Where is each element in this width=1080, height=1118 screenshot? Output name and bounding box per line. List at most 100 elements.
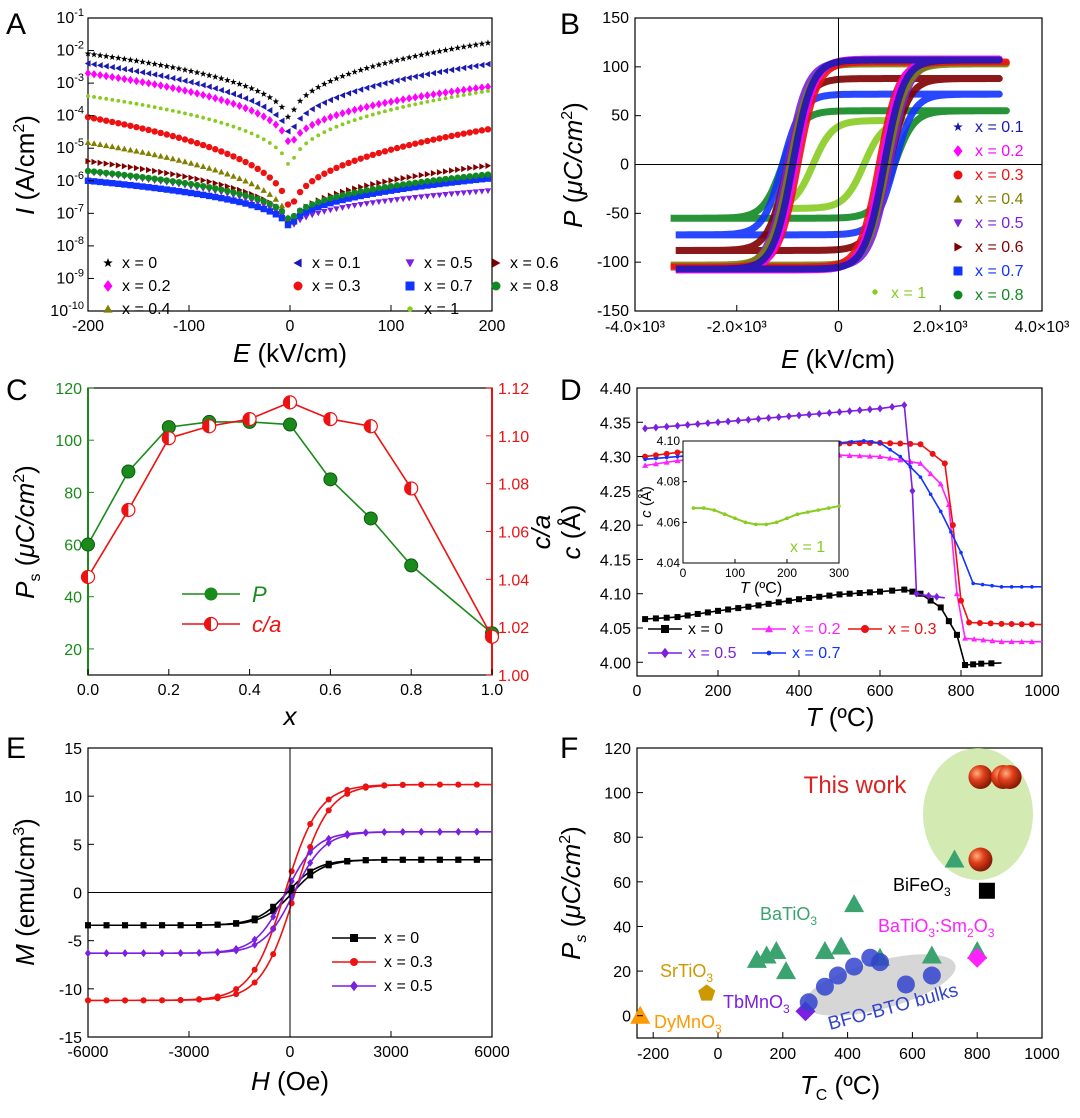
- panel-c-xtick-label: 0.4: [238, 682, 260, 699]
- panel-a-point: [357, 192, 364, 200]
- panel-d-point: [856, 406, 863, 415]
- panel-f-xtick-label: 600: [899, 1046, 926, 1063]
- panel-a-point: [152, 167, 158, 175]
- panel-a-point: [369, 62, 377, 70]
- panel-a-point: [224, 97, 231, 106]
- panel-a-point: [212, 179, 219, 187]
- panel-a-point: [302, 203, 310, 211]
- label-sub: 3: [715, 1022, 722, 1036]
- panel-d-legend-label: x = 0.5: [688, 645, 737, 662]
- panel-e-point: [418, 781, 425, 788]
- panel-a-legend-marker: [103, 280, 113, 292]
- panel-d-point: [929, 450, 936, 457]
- panel-a-point: [195, 114, 199, 119]
- panel-d-point: [704, 419, 711, 428]
- panel-d-point: [1028, 638, 1035, 645]
- panel-f-xtick-label: 200: [769, 1046, 796, 1063]
- panel-e-point: [233, 944, 240, 953]
- panel-a-point: [151, 184, 158, 192]
- panel-a-point: [357, 202, 364, 208]
- panel-a-point: [248, 97, 255, 105]
- panel-a-point: [327, 77, 334, 85]
- panel-a-point: [309, 212, 316, 219]
- panel-a-point: [448, 45, 455, 52]
- panel-a-point: [115, 64, 121, 72]
- panel-d-xtick-label: 0: [633, 683, 642, 700]
- label-main: O: [974, 916, 988, 936]
- panel-f-point: [844, 894, 865, 913]
- panel-a-point: [218, 181, 225, 188]
- panel-d-point: [937, 604, 944, 611]
- panel-a-point: [418, 139, 425, 146]
- panel-e-loop: [87, 831, 493, 954]
- panel-d-ytick-label: 4.40: [600, 381, 631, 398]
- panel-a-point: [442, 191, 449, 198]
- panel-d-point: [725, 417, 732, 426]
- panel-a-point: [224, 196, 231, 203]
- panel-a-point: [261, 137, 266, 142]
- panel-a-point: [340, 122, 345, 127]
- panel-f-data-marks: [630, 765, 1022, 1024]
- panel-a-point: [231, 124, 236, 129]
- panel-a-point: [127, 122, 134, 129]
- panel-a-point: [369, 186, 377, 193]
- panel-a-point: [102, 169, 110, 177]
- panel-a-point: [412, 183, 419, 191]
- panel-b-xtick-label: -2.0×10³: [707, 319, 768, 336]
- panel-d-inset-xtick-label: 200: [777, 566, 797, 580]
- panel-b-loop: [675, 56, 1003, 273]
- panel-f-ytick-label: 0: [622, 1009, 631, 1026]
- panel-a-point: [260, 169, 267, 177]
- panel-a-point: [218, 168, 225, 175]
- panel-a-legend-label: x = 0.6: [510, 255, 559, 272]
- panel-a-point: [473, 164, 480, 171]
- panel-a-point: [406, 173, 413, 181]
- panel-d-ytick-label: 4.05: [600, 621, 631, 638]
- panel-a-point: [486, 89, 490, 93]
- panel-d-xlabel: T (ºC): [806, 702, 875, 732]
- panel-e-loop: [87, 858, 493, 927]
- panel-e-point: [399, 827, 406, 836]
- panel-a-point: [102, 52, 110, 60]
- panel-a-point: [218, 186, 225, 193]
- panel-c-point-ca-half: [202, 419, 210, 433]
- panel-d-point: [990, 583, 994, 588]
- panel-d-point: [1028, 621, 1035, 628]
- label-main: BaTiO: [878, 916, 928, 936]
- panel-c-ytick-label: 20: [64, 642, 82, 659]
- panel-a-point: [121, 55, 128, 62]
- panel-b-legend-marker: [953, 219, 963, 228]
- panel-b-ytick-label: 100: [602, 59, 629, 76]
- panel-d-point: [970, 661, 977, 668]
- panel-a-point: [315, 174, 322, 181]
- panel-a-point: [224, 88, 230, 96]
- panel-d-point: [642, 616, 649, 623]
- panel-d-inset-point: [702, 506, 706, 510]
- panel-a-point: [419, 101, 424, 105]
- panel-c-point-ca-half: [404, 481, 412, 495]
- panel-a-point: [272, 111, 279, 119]
- panel-d-point: [1009, 585, 1014, 589]
- panel-d-point: [971, 581, 975, 586]
- panel-d-inset-point: [712, 508, 716, 512]
- panel-a-point: [290, 106, 298, 113]
- panel-a-point: [102, 117, 110, 124]
- panel-a-point: [395, 106, 399, 111]
- panel-c-xtick-label: 1.0: [481, 682, 503, 699]
- panel-c-legend-marker-half: [204, 617, 211, 631]
- panel-d-point: [694, 420, 701, 428]
- panel-b-loops: [670, 55, 1010, 274]
- panel-b-legend-marker: [872, 289, 878, 295]
- panel-a-point: [454, 178, 461, 186]
- panel-a-point: [345, 159, 352, 167]
- label-sub: 3: [783, 1002, 790, 1016]
- panel-e-legend-marker: [350, 958, 358, 966]
- panel-e-point: [307, 872, 314, 879]
- panel-e-point: [381, 828, 388, 836]
- panel-d-inset-point: [722, 512, 727, 516]
- panel-d-point: [826, 408, 833, 417]
- panel-a-point: [394, 176, 401, 183]
- panel-a-point: [442, 168, 449, 175]
- panel-c-y2tick-label: 1.08: [498, 477, 529, 494]
- panel-a-point: [442, 88, 449, 97]
